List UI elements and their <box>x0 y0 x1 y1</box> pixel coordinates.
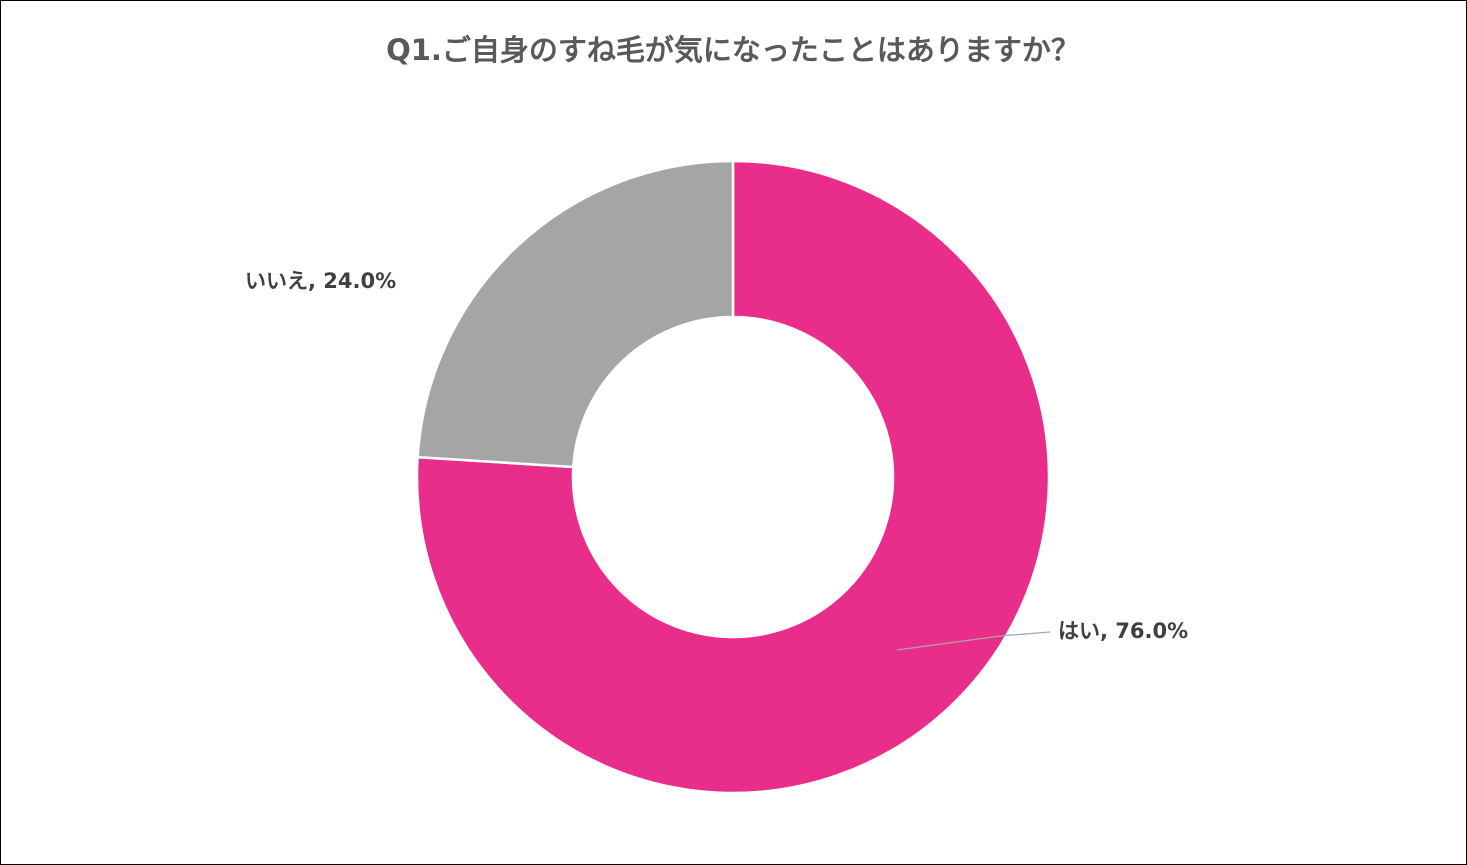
donut-slice <box>415 159 1051 795</box>
data-label: いいえ, 24.0% <box>245 269 396 293</box>
data-label: はい, 76.0% <box>1058 619 1188 643</box>
chart-title: Q1.ご自身のすね毛が気になったことはありますか？ <box>386 33 1080 67</box>
leader-line <box>896 631 1051 651</box>
donut-slice <box>416 159 735 469</box>
